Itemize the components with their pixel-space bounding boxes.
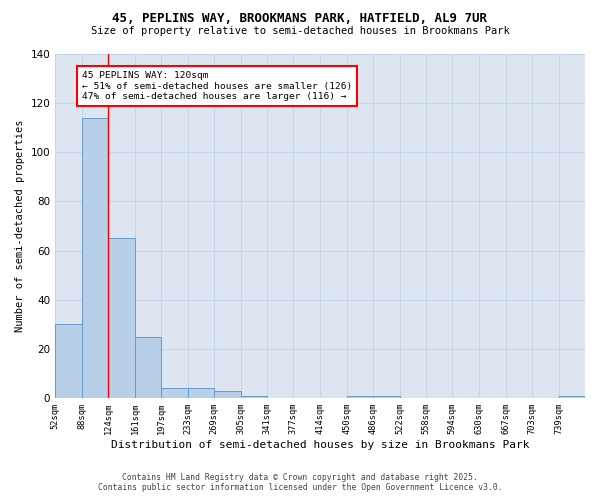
Bar — [347, 396, 373, 398]
Bar — [82, 118, 108, 398]
Bar — [55, 324, 82, 398]
Text: 45, PEPLINS WAY, BROOKMANS PARK, HATFIELD, AL9 7UR: 45, PEPLINS WAY, BROOKMANS PARK, HATFIEL… — [113, 12, 487, 26]
Y-axis label: Number of semi-detached properties: Number of semi-detached properties — [15, 120, 25, 332]
Bar — [135, 336, 161, 398]
Text: 45 PEPLINS WAY: 120sqm
← 51% of semi-detached houses are smaller (126)
47% of se: 45 PEPLINS WAY: 120sqm ← 51% of semi-det… — [82, 71, 352, 101]
Bar — [241, 396, 267, 398]
X-axis label: Distribution of semi-detached houses by size in Brookmans Park: Distribution of semi-detached houses by … — [111, 440, 529, 450]
Bar — [373, 396, 400, 398]
Bar — [108, 238, 135, 398]
Bar — [214, 390, 241, 398]
Bar — [161, 388, 188, 398]
Text: Contains HM Land Registry data © Crown copyright and database right 2025.
Contai: Contains HM Land Registry data © Crown c… — [98, 473, 502, 492]
Text: Size of property relative to semi-detached houses in Brookmans Park: Size of property relative to semi-detach… — [91, 26, 509, 36]
Bar — [188, 388, 214, 398]
Bar — [559, 396, 585, 398]
